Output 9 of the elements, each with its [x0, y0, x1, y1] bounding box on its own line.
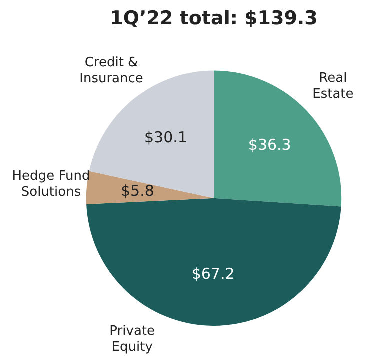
data-label: $30.1 [144, 128, 188, 147]
data-label: $5.8 [121, 182, 154, 200]
chart-title: 1Q’22 total: $139.3 [110, 7, 318, 30]
slice-label: Hedge Fund Solutions [12, 169, 90, 200]
data-label: $36.3 [248, 136, 292, 154]
slice-label: Real Estate [312, 71, 354, 102]
slice-label: Credit & Insurance [80, 56, 144, 87]
data-label: $67.2 [192, 264, 235, 283]
slice-label: Private Equity [110, 324, 155, 356]
